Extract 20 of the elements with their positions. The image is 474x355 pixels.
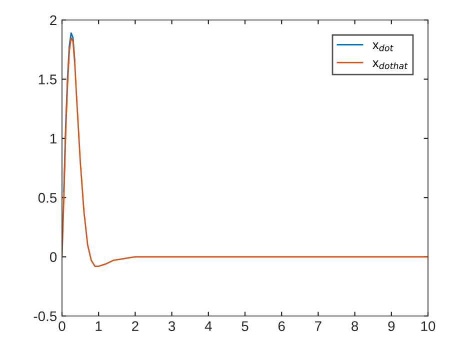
x-tick-label: 7 <box>315 321 322 331</box>
x-tick-label: 8 <box>352 321 358 332</box>
line-series <box>62 37 428 267</box>
x-tick-label: 5 <box>242 321 248 332</box>
y-tick-label: 0 <box>50 252 57 262</box>
y-tick-label: 1 <box>50 134 56 144</box>
x-tick-label: 6 <box>278 321 285 332</box>
legend-label: x$_{dot}$ <box>372 42 394 52</box>
y-tick-label: 1.5 <box>38 74 57 84</box>
x-tick-label: 4 <box>204 321 212 331</box>
x-tick-label: 9 <box>388 321 395 332</box>
x-tick-label: 0 <box>58 321 66 332</box>
y-tick-label: 0.5 <box>38 192 57 203</box>
x-tick-label: 10 <box>421 321 436 332</box>
y-tick-label: 2 <box>50 15 56 26</box>
x-tick-label: 1 <box>96 321 102 331</box>
x-tick-label: 2 <box>132 321 138 331</box>
legend-label: x$_{dothat}$ <box>372 60 408 70</box>
x-tick-label: 3 <box>168 321 176 332</box>
y-tick-label: -0.5 <box>34 311 57 322</box>
